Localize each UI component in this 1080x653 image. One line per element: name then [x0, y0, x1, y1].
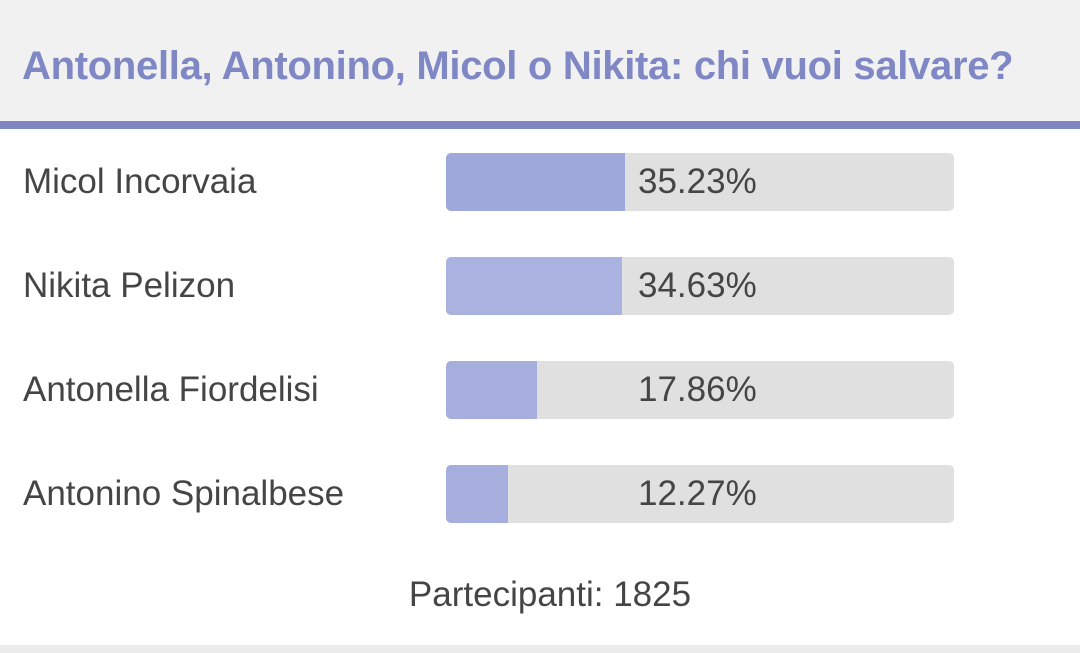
- poll-option-antonella[interactable]: Antonella Fiordelisi 17.86%: [0, 361, 1080, 419]
- option-label: Nikita Pelizon: [23, 266, 236, 305]
- vote-bar[interactable]: 34.63%: [446, 257, 954, 315]
- poll-title: Antonella, Antonino, Micol o Nikita: chi…: [22, 44, 1014, 88]
- vote-percentage: 17.86%: [638, 370, 757, 409]
- option-label: Micol Incorvaia: [23, 162, 257, 201]
- vote-percentage: 35.23%: [638, 162, 757, 201]
- vote-bar-fill: [446, 361, 537, 419]
- vote-bar-fill: [446, 465, 509, 523]
- vote-bar-fill: [446, 257, 622, 315]
- poll-header: Antonella, Antonino, Micol o Nikita: chi…: [0, 0, 1080, 129]
- vote-bar[interactable]: 12.27%: [446, 465, 954, 523]
- vote-bar-fill: [446, 153, 625, 211]
- participants-count: Partecipanti: 1825: [408, 575, 692, 614]
- vote-percentage: 12.27%: [638, 474, 757, 513]
- option-label: Antonella Fiordelisi: [23, 370, 319, 409]
- vote-percentage: 34.63%: [638, 266, 757, 305]
- option-label: Antonino Spinalbese: [23, 474, 345, 513]
- vote-bar[interactable]: 35.23%: [446, 153, 954, 211]
- poll-option-nikita[interactable]: Nikita Pelizon 34.63%: [0, 257, 1080, 315]
- vote-bar[interactable]: 17.86%: [446, 361, 954, 419]
- poll-option-micol[interactable]: Micol Incorvaia 35.23%: [0, 153, 1080, 211]
- poll-option-antonino[interactable]: Antonino Spinalbese 12.27%: [0, 465, 1080, 523]
